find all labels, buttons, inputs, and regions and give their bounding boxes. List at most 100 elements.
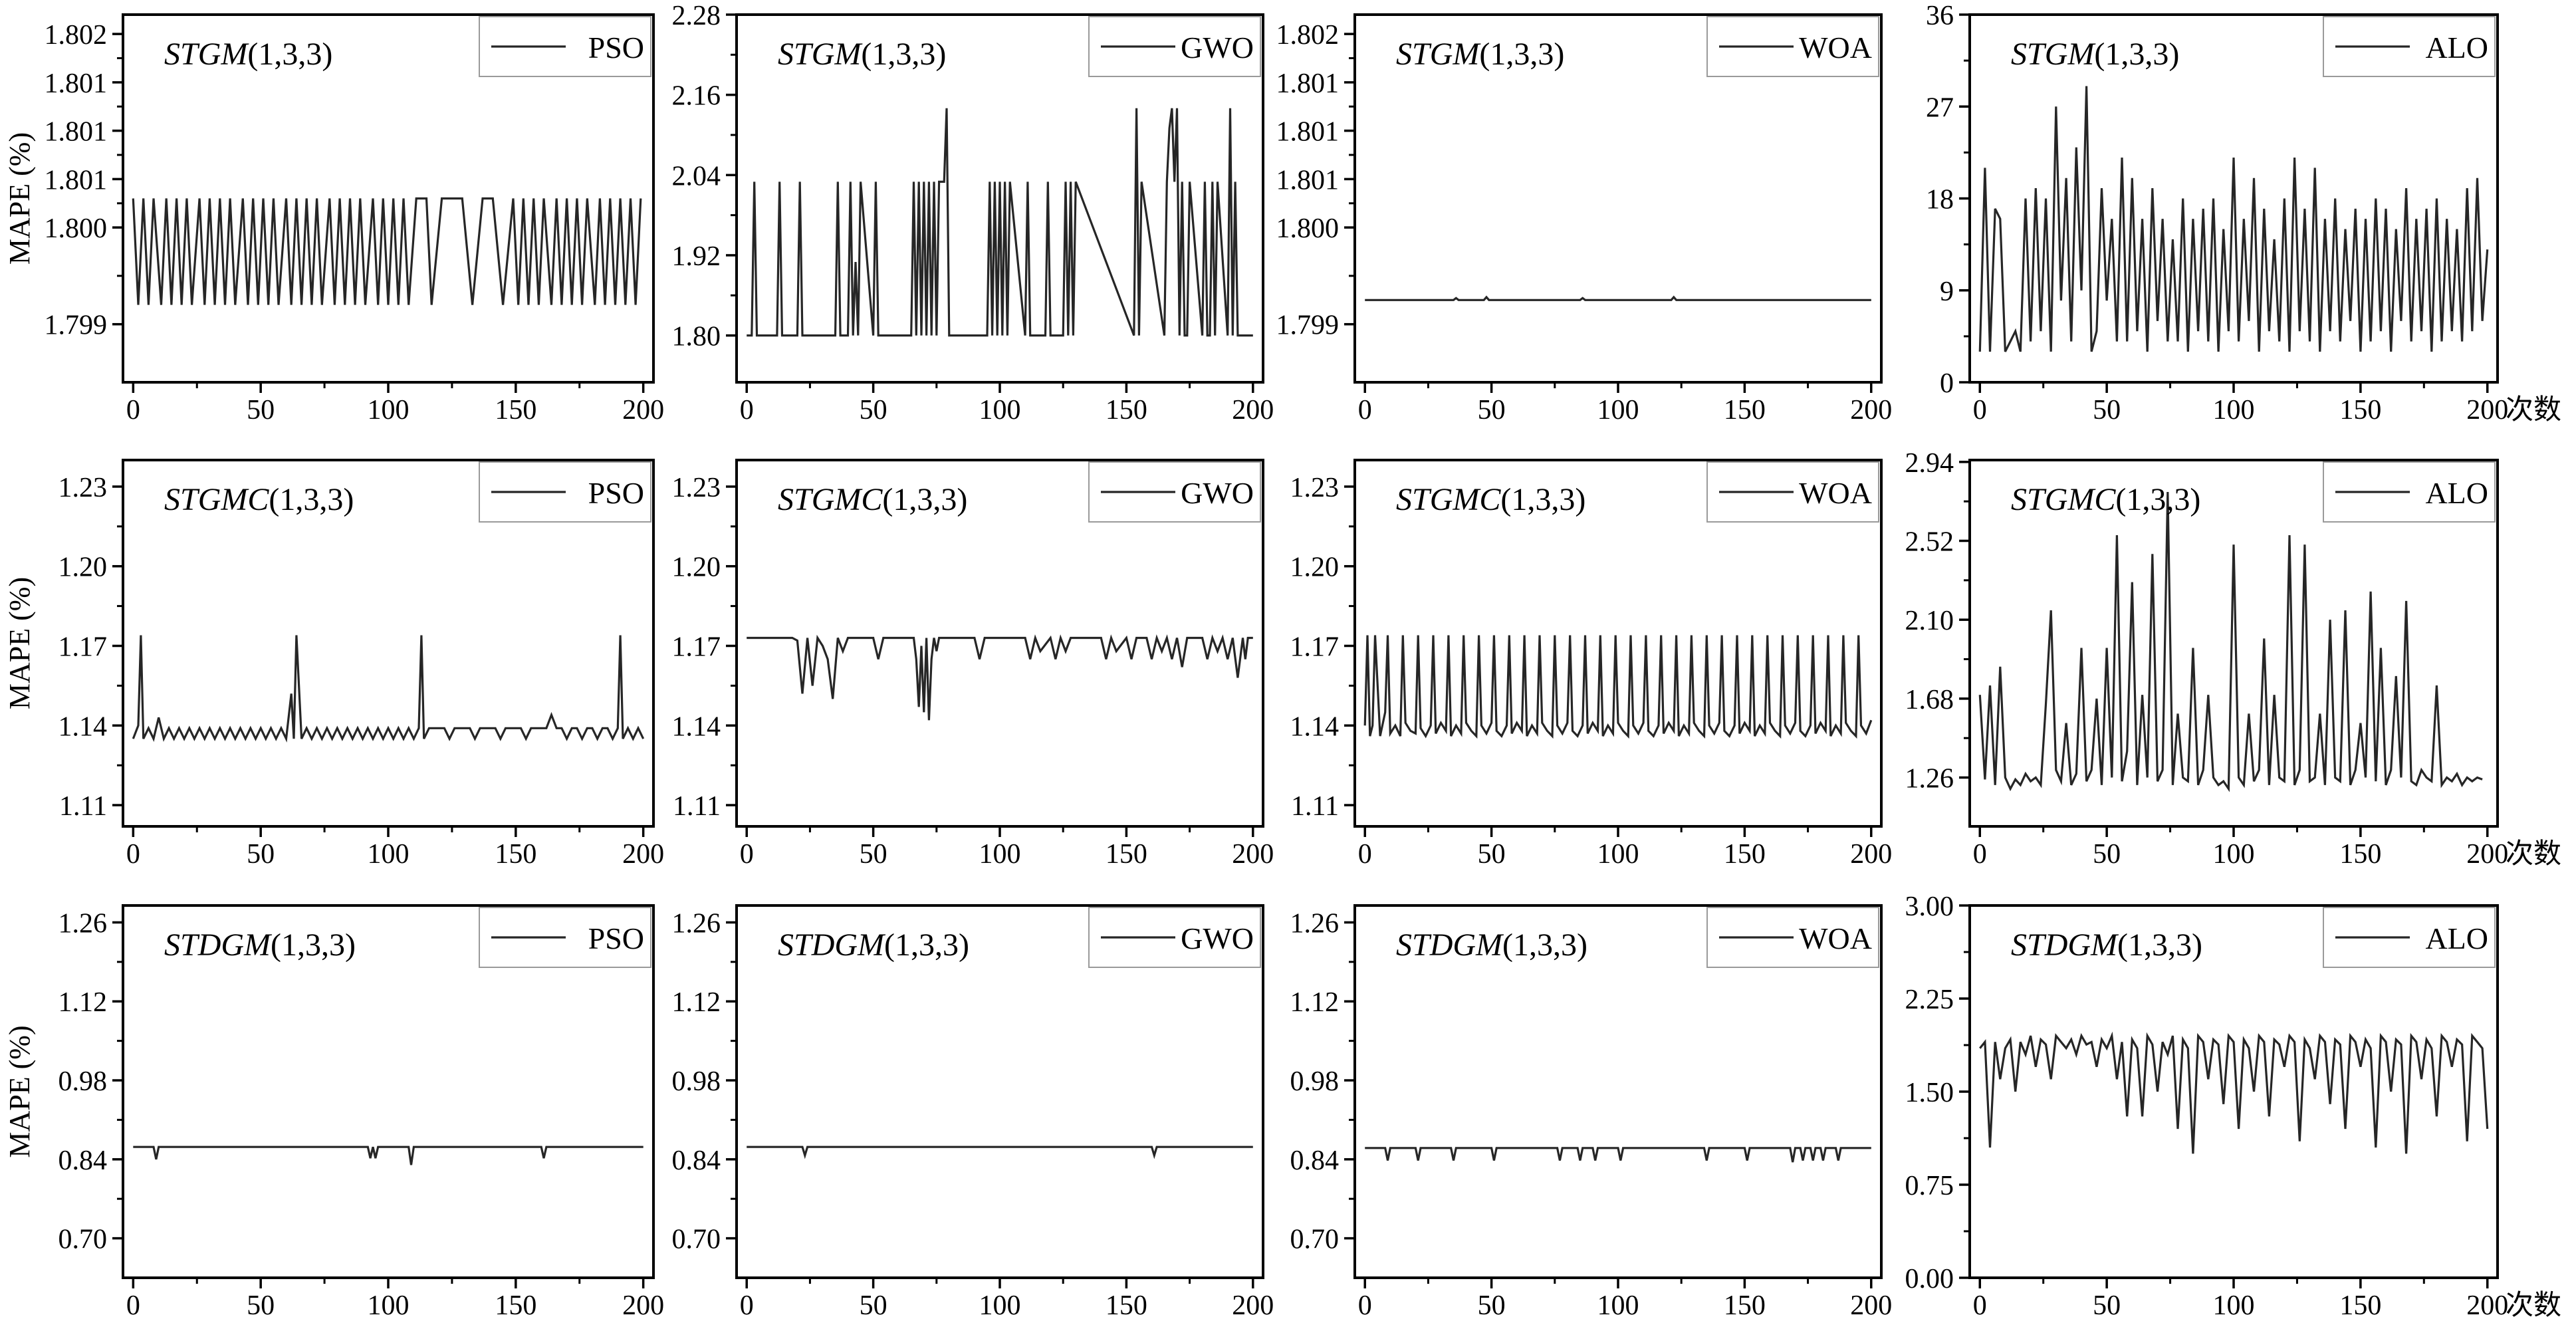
model-label: STGMC(1,3,3) [2011, 482, 2200, 517]
y-axis-title: MAPE (%) [3, 577, 36, 709]
y-axis-title: MAPE (%) [3, 1025, 36, 1157]
y-tick-label: 1.801 [45, 117, 108, 148]
y-tick-label: 1.20 [1290, 552, 1340, 583]
series-line-pso [133, 1145, 644, 1165]
y-tick-label: 1.14 [59, 711, 108, 742]
x-tick-label: 100 [1597, 1290, 1639, 1319]
legend: PSO [479, 907, 651, 968]
model-params: (1,3,3) [2115, 482, 2200, 517]
y-tick-label: 1.26 [1905, 764, 1954, 794]
legend: GWO [1088, 16, 1261, 77]
y-tick-label: 1.12 [672, 987, 721, 1018]
model-name: STGMC [2011, 482, 2116, 517]
x-tick-label: 200 [1232, 839, 1274, 870]
legend-label: PSO [588, 921, 644, 955]
model-params: (1,3,3) [882, 482, 967, 517]
y-axis-title: MAPE (%) [3, 132, 36, 265]
y-tick-label: 1.92 [672, 241, 721, 272]
y-tick-label: 18 [1926, 185, 1954, 215]
legend: GWO [1088, 461, 1261, 523]
legend-label: GWO [1181, 921, 1254, 955]
legend: WOA [1706, 907, 1879, 968]
x-tick-label: 0 [1358, 1290, 1372, 1319]
x-tick-label: 150 [2339, 395, 2381, 425]
x-tick-label: 50 [2093, 395, 2121, 425]
series-line-gwo [747, 108, 1253, 337]
y-tick-label: 0.00 [1905, 1264, 1954, 1294]
model-name: STDGM [778, 927, 886, 963]
model-label: STGMC(1,3,3) [1396, 482, 1585, 517]
model-params: (1,3,3) [1502, 927, 1587, 963]
x-tick-label: 0 [1973, 1290, 1987, 1319]
x-tick-label: 200 [1232, 395, 1274, 425]
x-tick-label: 0 [1973, 839, 1987, 870]
panel-stdgm-alo: 0 50 100 150 200 0.00 0.75 1.50 2.25 3.00 STDGM(1,… [1905, 892, 2562, 1319]
x-tick-label: 50 [1478, 1290, 1506, 1319]
legend: ALO [2323, 461, 2496, 523]
x-tick-label: 150 [495, 395, 536, 425]
y-tick-label: 0.70 [1290, 1225, 1340, 1255]
x-tick-label: 150 [495, 1290, 536, 1319]
series-line-pso [132, 197, 642, 305]
x-tick-label: 0 [126, 839, 140, 870]
model-params: (1,3,3) [271, 927, 356, 963]
series-line-alo [1978, 86, 2489, 352]
y-tick-label: 1.799 [45, 310, 108, 341]
legend-label: ALO [2425, 921, 2488, 955]
y-tick-label: 1.11 [673, 791, 721, 822]
x-tick-label: 50 [860, 839, 887, 870]
legend-label: GWO [1181, 31, 1254, 64]
series-line-gwo [747, 1145, 1253, 1159]
x-tick-label: 50 [2093, 839, 2121, 870]
series-line-gwo [747, 634, 1253, 721]
y-tick-label: 1.80 [672, 322, 721, 352]
model-name: STGM [1396, 37, 1481, 72]
x-tick-label: 100 [979, 395, 1021, 425]
legend-label: PSO [588, 31, 644, 64]
y-tick-label: 1.799 [1276, 310, 1340, 341]
legend: ALO [2323, 16, 2496, 77]
legend: GWO [1088, 907, 1261, 968]
y-tick-label: 0.70 [672, 1225, 721, 1255]
series-line-alo [1978, 491, 2483, 792]
y-tick-label: 1.12 [59, 987, 108, 1018]
series-line-alo [1979, 1031, 2489, 1154]
y-tick-label: 1.20 [59, 552, 108, 583]
panel-stgm-alo: 0 50 100 150 200 0 9 18 27 36 STGM(1,3,3) ALO 次数 [1926, 1, 2561, 425]
x-tick-label: 0 [740, 395, 754, 425]
model-label: STGM(1,3,3) [778, 37, 946, 72]
legend-label: ALO [2425, 31, 2488, 64]
x-tick-label: 200 [2466, 839, 2508, 870]
x-tick-label: 100 [368, 395, 410, 425]
x-tick-label: 100 [2213, 1290, 2255, 1319]
x-tick-label: 150 [1724, 1290, 1766, 1319]
y-tick-label: 1.23 [1290, 473, 1340, 503]
legend-label: ALO [2425, 476, 2488, 510]
panel-stdgm-gwo: 0 50 100 150 200 0.70 0.84 0.98 1.12 1.26 STDGM(1,… [672, 904, 1274, 1319]
series-line-woa [1363, 635, 1873, 739]
y-tick-label: 1.801 [45, 68, 108, 99]
model-label: STDGM(1,3,3) [2011, 927, 2202, 963]
y-tick-label: 0.98 [672, 1066, 721, 1097]
model-params: (1,3,3) [861, 37, 946, 72]
x-tick-label: 50 [1478, 839, 1506, 870]
x-tick-label: 50 [247, 395, 275, 425]
legend: WOA [1706, 16, 1879, 77]
x-unit-label: 次数 [2506, 837, 2561, 870]
model-name: STGMC [778, 482, 883, 517]
y-tick-label: 1.17 [672, 632, 721, 662]
y-tick-label: 1.800 [1276, 213, 1340, 244]
series-line-pso [132, 635, 645, 743]
legend-label: WOA [1799, 921, 1872, 955]
y-tick-label: 3.00 [1905, 892, 1954, 922]
legend: WOA [1706, 461, 1879, 523]
y-tick-label: 1.20 [672, 552, 721, 583]
y-tick-label: 1.17 [59, 632, 108, 662]
model-params: (1,3,3) [247, 37, 332, 72]
x-tick-label: 150 [495, 839, 536, 870]
x-tick-label: 100 [368, 839, 410, 870]
y-tick-label: 2.28 [672, 1, 721, 31]
x-tick-label: 0 [1358, 839, 1372, 870]
y-tick-label: 1.23 [672, 473, 721, 503]
